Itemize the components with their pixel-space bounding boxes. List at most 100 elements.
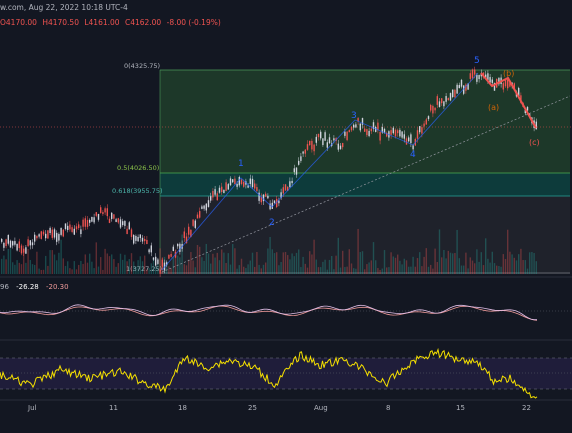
candle-body	[469, 73, 471, 79]
candle-body	[91, 216, 93, 222]
volume-bar	[309, 251, 311, 274]
volume-bar	[53, 254, 56, 274]
volume-bar	[278, 265, 280, 274]
volume-bar	[465, 252, 467, 274]
candle-body	[405, 138, 408, 145]
volume-bar	[243, 266, 245, 274]
volume-bar	[504, 258, 507, 274]
time-axis[interactable]: Jul 11 18 25 Aug 8 15 22	[0, 400, 572, 433]
candle-body	[333, 138, 335, 141]
candle-body	[196, 214, 199, 219]
volume-bar	[199, 246, 201, 274]
volume-bar	[227, 253, 229, 274]
candle-body	[86, 219, 89, 227]
volume-bar	[436, 262, 438, 274]
volume-bar	[64, 265, 67, 274]
candle-body	[249, 178, 251, 184]
candle-body	[320, 131, 322, 139]
candle-body	[150, 245, 152, 253]
volume-bar	[122, 259, 124, 274]
volume-bar	[414, 266, 416, 274]
volume-bar	[366, 264, 368, 274]
osc-value-1: 96	[0, 283, 9, 291]
volume-bar	[335, 255, 337, 274]
volume-bar	[108, 256, 111, 274]
volume-bar	[201, 257, 203, 274]
candle-body	[487, 73, 489, 80]
candle-body	[108, 218, 111, 223]
candle-body	[265, 193, 267, 197]
volume-bar	[469, 257, 471, 274]
volume-bar	[34, 264, 36, 274]
volume-bar	[328, 259, 331, 274]
candle-body	[364, 128, 366, 132]
candle-body	[507, 79, 509, 89]
volume-bar	[386, 267, 388, 274]
volume-bar	[522, 260, 524, 274]
fib-label-0618: 0.618(3955.75)	[112, 187, 163, 195]
volume-bar	[181, 234, 183, 274]
candle-body	[306, 144, 309, 150]
wave-label-1: 1	[238, 159, 244, 169]
candle-body	[412, 145, 414, 150]
volume-bar	[502, 254, 504, 274]
candle-body	[383, 128, 386, 133]
x-tick: 25	[248, 404, 257, 412]
volume-bar	[438, 229, 441, 274]
volume-bar	[447, 250, 449, 274]
candle-body	[229, 178, 232, 186]
volume-bar	[20, 264, 23, 274]
candle-body	[31, 242, 34, 246]
wave-label-a: (a)	[488, 103, 499, 112]
candle-body	[144, 239, 146, 242]
volume-bar	[115, 266, 117, 274]
volume-bar	[289, 259, 291, 274]
x-tick: 22	[522, 404, 531, 412]
candle-body	[535, 121, 537, 130]
volume-bar	[128, 259, 130, 274]
candle-body	[390, 130, 392, 135]
candle-body	[69, 224, 71, 230]
volume-bar	[474, 263, 476, 274]
volume-bar	[445, 258, 447, 274]
volume-bar	[344, 267, 346, 274]
volume-bar	[185, 265, 188, 274]
volume-bar	[425, 248, 427, 274]
candle-body	[346, 131, 348, 141]
candle-body	[126, 228, 128, 234]
volume-bar	[170, 268, 172, 274]
candle-body	[119, 219, 122, 228]
candle-body	[295, 167, 298, 175]
fib-zone-upper	[160, 70, 570, 173]
volume-bar	[317, 267, 320, 274]
candle-body	[359, 123, 361, 131]
candle-body	[504, 79, 507, 87]
fib-label-05: 0.5(4026.50)	[117, 164, 159, 172]
candle-body	[179, 243, 181, 252]
volume-bar	[463, 265, 465, 274]
volume-bar	[357, 228, 359, 274]
volume-bar	[306, 267, 309, 274]
volume-bar	[509, 251, 511, 274]
wave-label-b: (b)	[503, 69, 514, 78]
volume-bar	[16, 260, 18, 274]
candle-body	[130, 229, 133, 237]
candle-body	[185, 236, 188, 244]
oscillator-main-line	[0, 304, 537, 321]
candle-body	[106, 208, 108, 217]
volume-bar	[493, 263, 496, 274]
volume-bar	[361, 251, 364, 274]
candle-body	[474, 69, 476, 75]
volume-bar	[106, 253, 108, 274]
volume-bar	[56, 260, 58, 274]
volume-bar	[38, 268, 40, 274]
candle-body	[133, 235, 135, 244]
candle-body	[5, 239, 7, 247]
volume-bar	[1, 258, 3, 274]
volume-bar	[368, 262, 370, 274]
candle-body	[421, 127, 423, 134]
candle-body	[56, 232, 58, 242]
candle-body	[427, 116, 430, 120]
candle-body	[339, 145, 342, 149]
